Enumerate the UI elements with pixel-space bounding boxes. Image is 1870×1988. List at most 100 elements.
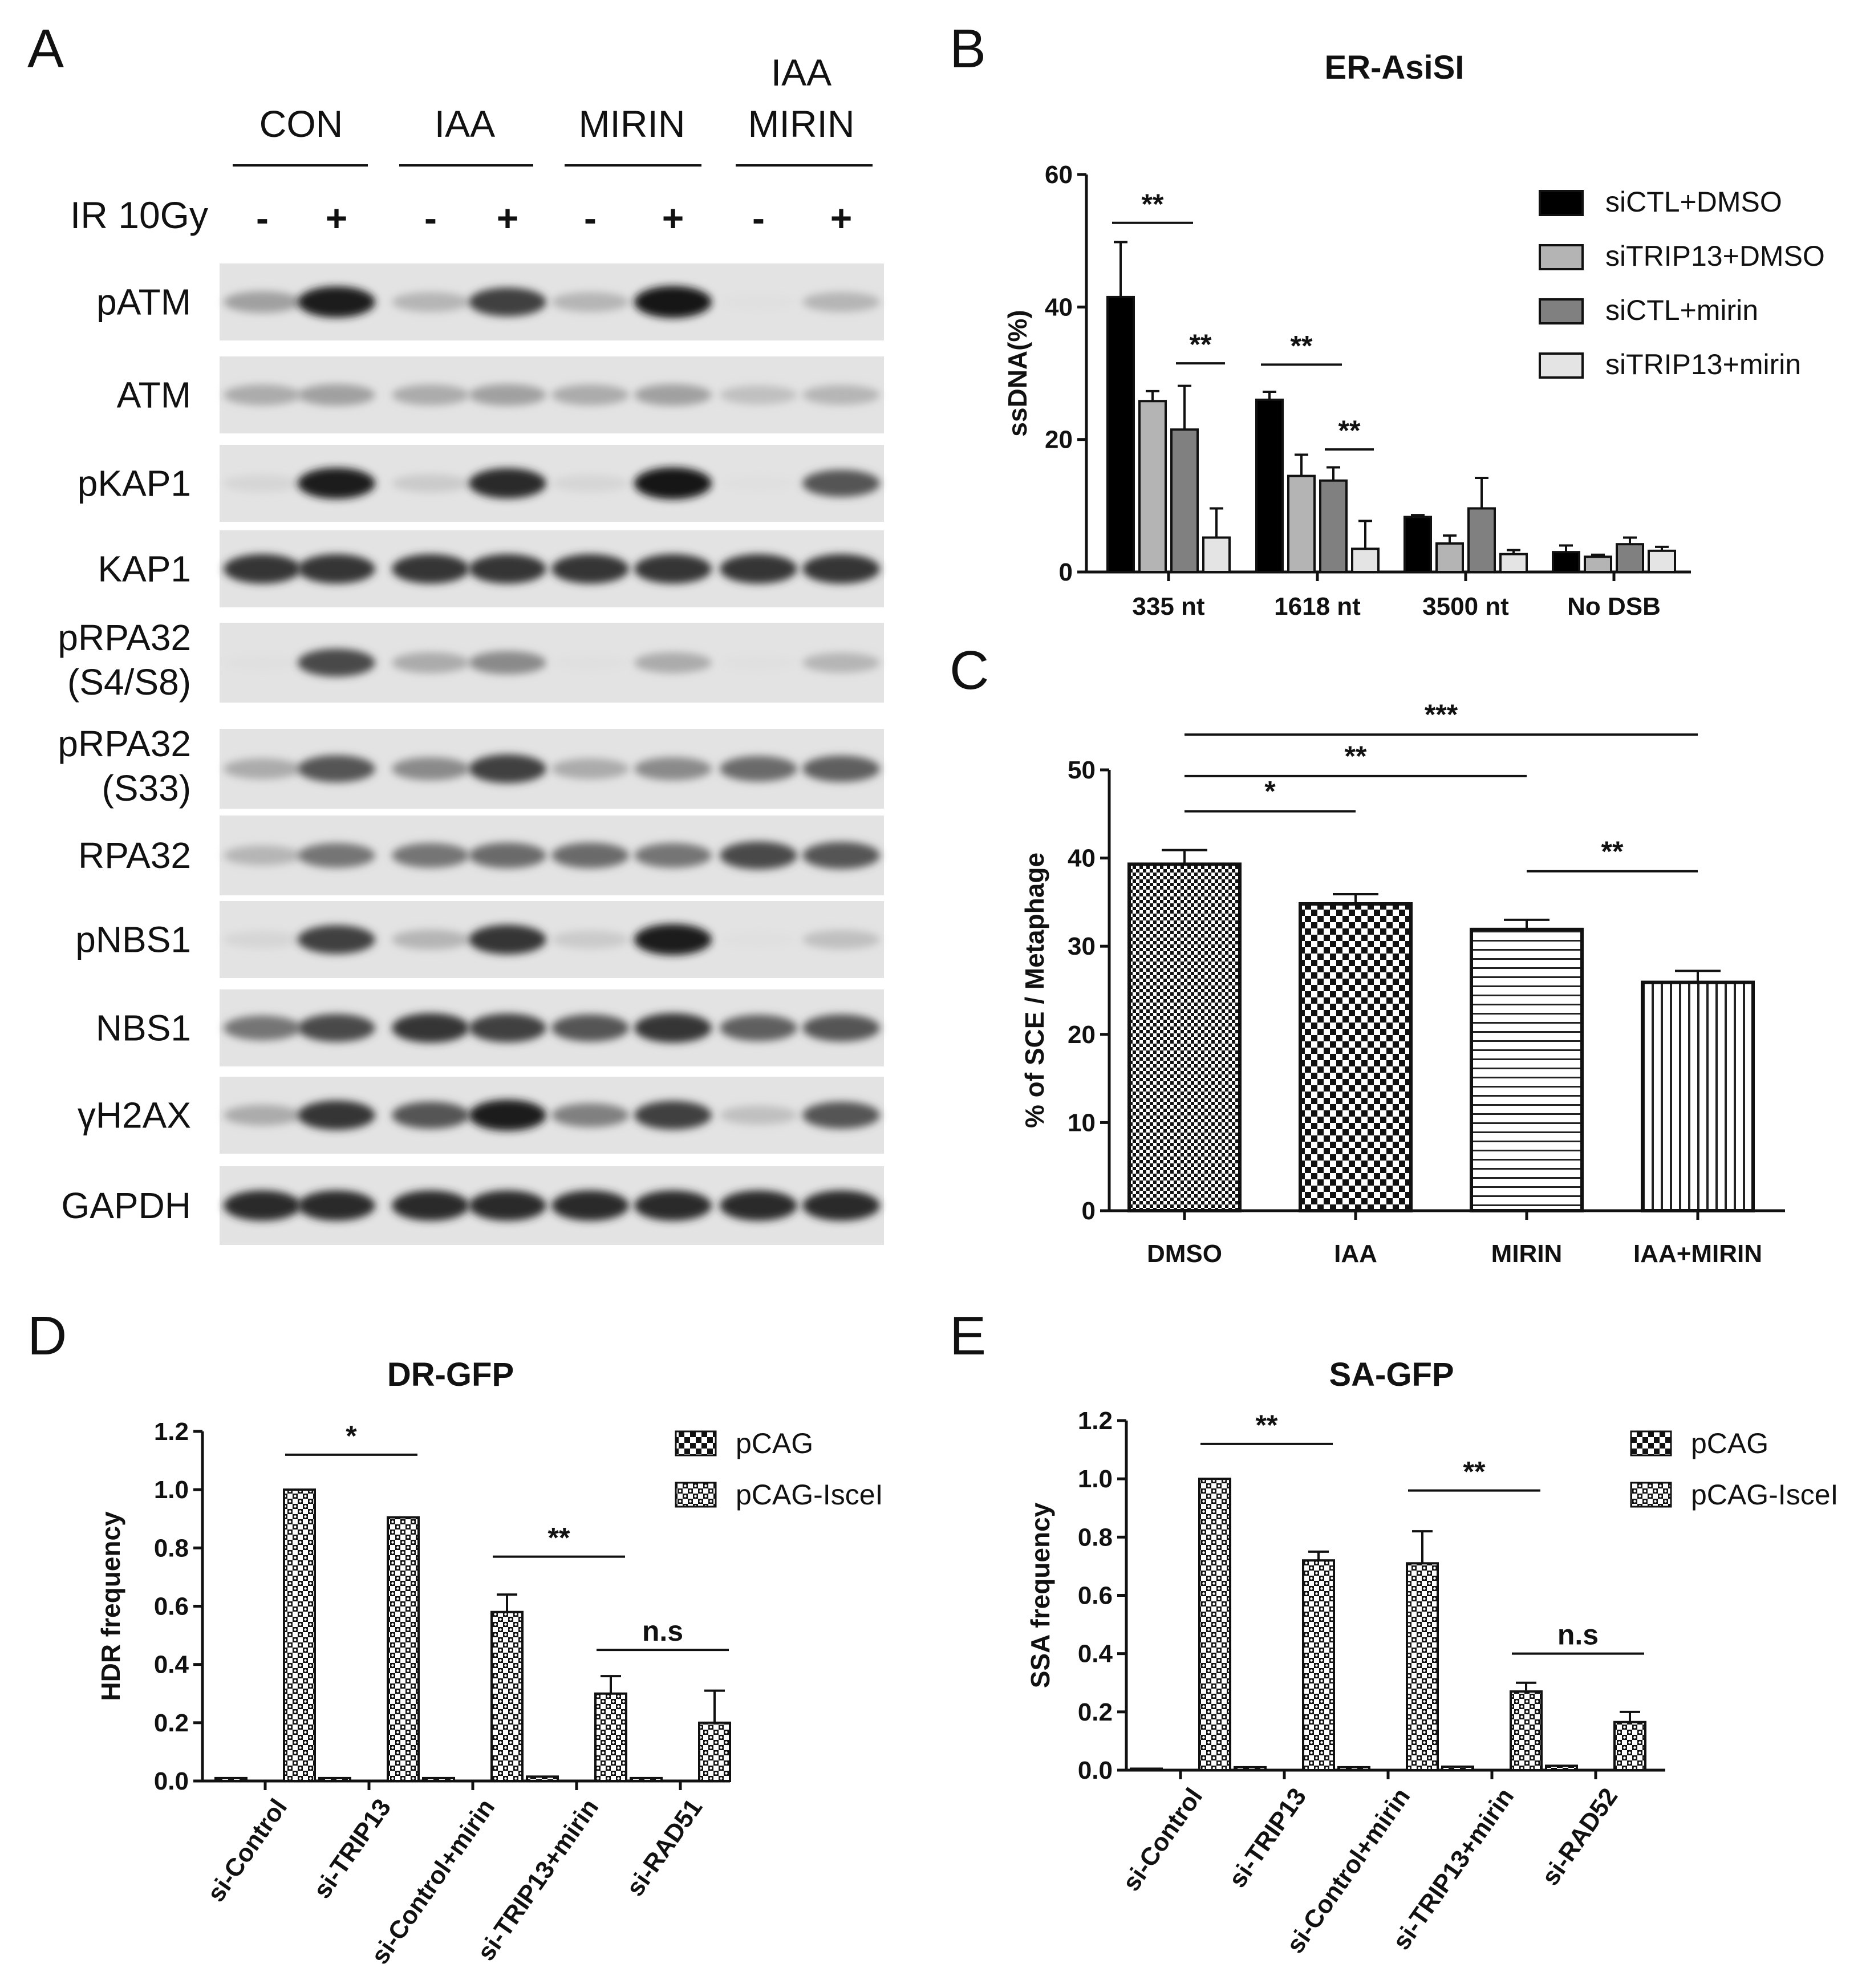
blot-row-label: pRPA32 xyxy=(58,617,191,658)
blot-band xyxy=(298,468,375,499)
y-axis-label: % of SCE / Metaphage xyxy=(1020,853,1049,1128)
legend-swatch xyxy=(1630,1430,1672,1456)
blot-row-label: γH2AX xyxy=(78,1095,191,1136)
blot-band xyxy=(720,654,797,671)
blot-row-label: GAPDH xyxy=(61,1185,191,1226)
blot-band xyxy=(634,1013,712,1043)
blot-band xyxy=(634,467,712,500)
group-label: IAA xyxy=(771,51,831,94)
y-axis-label: ssDNA(%) xyxy=(1003,310,1032,436)
chart-c-sce: % of SCE / Metaphage 0 10 20 30 40 50 DMSO IAA MI… xyxy=(1020,699,1785,1268)
blot-band xyxy=(551,1103,629,1127)
significance-label: ** xyxy=(1601,835,1624,867)
significance-label: ** xyxy=(1345,740,1367,772)
legend-label: siCTL+mirin xyxy=(1605,294,1758,326)
y-tick-label: 30 xyxy=(1068,932,1096,960)
bar xyxy=(1435,542,1464,574)
bar xyxy=(1170,428,1199,573)
blot-band xyxy=(469,924,546,955)
y-tick-label: 0.8 xyxy=(1078,1523,1113,1551)
y-axis-label: HDR frequency xyxy=(96,1511,125,1701)
legend-label: siTRIP13+DMSO xyxy=(1605,240,1825,272)
y-tick-label: 0 xyxy=(1059,558,1073,586)
bar xyxy=(387,1516,420,1782)
x-tick-label: IAA+MIRIN xyxy=(1633,1240,1762,1268)
x-tick-label: 1618 nt xyxy=(1274,593,1361,620)
y-axis-label: SSA frequency xyxy=(1025,1502,1055,1688)
blot-band xyxy=(802,292,880,312)
blot-band xyxy=(720,1015,797,1041)
blot-band xyxy=(802,1101,880,1129)
bar xyxy=(1552,551,1580,574)
chart-d-hdr: DR-GFP HDR frequency 0.0 0.2 0.4 0.6 0.8 1.0 1.2… xyxy=(96,1356,883,1969)
blot-band xyxy=(224,1105,301,1126)
x-tick-label: 335 nt xyxy=(1132,593,1205,620)
blot-band xyxy=(551,384,629,405)
y-tick-label: 1.2 xyxy=(1078,1407,1113,1435)
legend-label: siTRIP13+mirin xyxy=(1605,348,1801,380)
blot-row-label: NBS1 xyxy=(96,1008,191,1049)
blot-band xyxy=(298,843,375,868)
bar xyxy=(318,1776,351,1782)
blot-band xyxy=(469,287,546,317)
significance-label: ** xyxy=(1463,1456,1486,1488)
blot-band xyxy=(469,651,546,675)
y-tick-label: 20 xyxy=(1068,1021,1096,1049)
blot-band xyxy=(392,554,469,584)
blot-band xyxy=(392,474,469,493)
lane-sign: + xyxy=(830,197,853,239)
significance-label: n.s xyxy=(1557,1619,1599,1651)
significance-label: ** xyxy=(1142,188,1164,220)
significance-label: *** xyxy=(1425,699,1458,731)
legend-swatch xyxy=(1539,298,1584,324)
blot-band xyxy=(392,757,469,781)
y-tick-label: 10 xyxy=(1068,1109,1096,1137)
blot-band xyxy=(720,474,797,492)
blot-row-label: (S33) xyxy=(102,768,192,809)
bar xyxy=(1641,980,1755,1213)
bar xyxy=(1255,398,1284,573)
significance-label: * xyxy=(1264,776,1276,808)
y-tick-label: 20 xyxy=(1045,426,1073,454)
x-tick-label: IAA xyxy=(1334,1240,1377,1268)
blot-band xyxy=(392,384,469,405)
y-tick-label: 60 xyxy=(1045,161,1073,189)
legend-label: pCAG xyxy=(736,1427,813,1459)
blot-band xyxy=(802,1014,880,1042)
blot-band xyxy=(224,474,301,492)
blot-band xyxy=(224,554,301,584)
blot-band xyxy=(551,930,629,949)
blot-band xyxy=(298,286,375,318)
blot-band xyxy=(551,292,629,312)
y-tick-label: 0.2 xyxy=(154,1709,189,1737)
blot-band xyxy=(720,293,797,311)
blot-row-label: KAP1 xyxy=(98,549,191,590)
blot-band xyxy=(298,1100,375,1130)
blot-band xyxy=(551,1014,629,1042)
blot-band xyxy=(469,554,546,584)
significance-label: ** xyxy=(1190,328,1212,360)
bar xyxy=(1287,474,1316,574)
legend-label: siCTL+DMSO xyxy=(1605,186,1782,218)
blot-band xyxy=(720,1105,797,1125)
significance-label: ** xyxy=(1338,415,1361,447)
blot-band xyxy=(298,384,375,406)
blot-band xyxy=(720,841,797,870)
blot-band xyxy=(551,842,629,869)
blot-band xyxy=(392,1101,469,1129)
bar xyxy=(1403,516,1432,573)
bar xyxy=(1127,862,1242,1212)
x-tick-label: si-TRIP13 xyxy=(1223,1783,1312,1893)
x-tick-label: si-Control xyxy=(1117,1783,1208,1896)
blot-band xyxy=(634,286,712,318)
bar xyxy=(490,1610,524,1782)
significance-label: ** xyxy=(1291,330,1313,362)
lane-sign: - xyxy=(752,197,765,239)
group-label: CON xyxy=(259,103,343,145)
bar xyxy=(1351,547,1380,574)
bar xyxy=(1234,1766,1267,1771)
bar xyxy=(1616,543,1644,574)
blot-band xyxy=(720,931,797,948)
y-tick-label: 40 xyxy=(1068,845,1096,873)
bar xyxy=(1302,1559,1335,1771)
